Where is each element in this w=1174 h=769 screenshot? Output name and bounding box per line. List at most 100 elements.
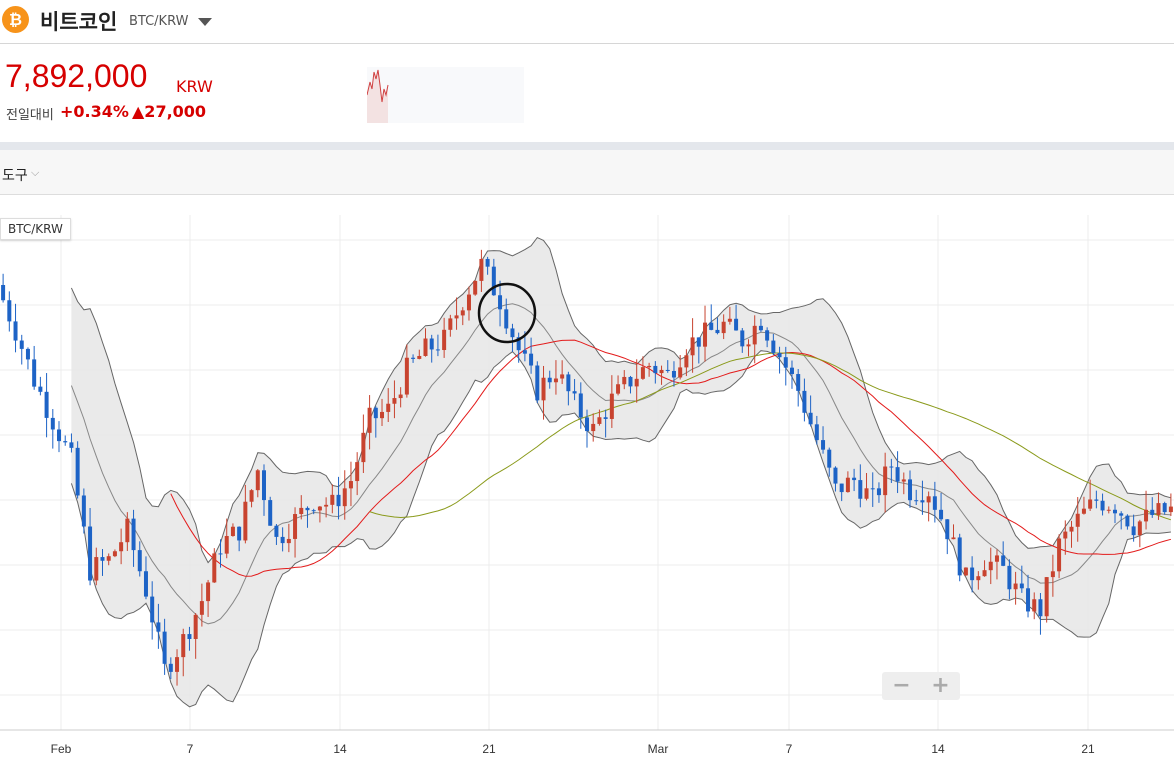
candle-body <box>286 538 291 544</box>
price-unit: KRW <box>176 77 213 96</box>
candle-body <box>261 470 266 501</box>
candle-body <box>1100 500 1105 511</box>
candle-body <box>1069 526 1074 532</box>
candle-body <box>883 466 888 496</box>
candle-body <box>206 582 211 602</box>
candle-body <box>429 338 434 350</box>
x-tick-label: 21 <box>1081 742 1095 756</box>
candle-body <box>50 417 55 430</box>
candle-body <box>852 477 857 481</box>
header: ₿ 비트코인 BTC/KRW <box>0 0 1174 44</box>
candle-body <box>1125 515 1130 527</box>
candle-body <box>1032 599 1037 612</box>
candle-body <box>435 349 440 351</box>
candle-body <box>1168 506 1173 513</box>
candle-body <box>920 500 925 503</box>
bollinger-middle <box>70 303 1171 625</box>
candle-body <box>789 367 794 375</box>
candle-body <box>529 353 534 366</box>
candle-body <box>1150 509 1155 515</box>
zoom-control: − + <box>882 672 960 700</box>
candle-body <box>808 412 813 425</box>
pair-label[interactable]: BTC/KRW <box>129 14 189 29</box>
candle-body <box>659 369 664 374</box>
candle-body <box>317 506 322 511</box>
candle-body <box>684 355 689 368</box>
candle-body <box>988 561 993 571</box>
bitcoin-icon: ₿ <box>2 6 29 33</box>
candle-body <box>734 318 739 331</box>
candle-body <box>758 325 763 331</box>
candle-body <box>908 479 913 501</box>
dropdown-caret-icon[interactable] <box>198 18 212 26</box>
candle-body <box>181 634 186 658</box>
candle-body <box>895 467 900 482</box>
moving-average-short <box>170 339 1172 577</box>
candle-body <box>1057 538 1062 572</box>
candle-body <box>280 536 285 544</box>
candle-body <box>75 447 80 496</box>
candle-body <box>88 526 93 581</box>
candle-body <box>336 494 341 507</box>
candle-body <box>392 398 397 404</box>
candle-body <box>771 340 776 354</box>
candle-body <box>566 374 571 392</box>
candle-body <box>1001 555 1006 566</box>
candle-body <box>932 496 937 510</box>
bollinger-upper <box>70 236 1172 564</box>
change-percent: +0.34% <box>60 102 129 121</box>
candle-body <box>671 370 676 378</box>
candle-body <box>187 634 192 639</box>
x-tick-label: 7 <box>786 742 793 756</box>
candle-body <box>479 258 484 281</box>
tools-menu[interactable]: 도구 <box>2 168 28 184</box>
candle-body <box>230 526 235 536</box>
candle-body <box>32 359 37 387</box>
candle-body <box>162 631 167 664</box>
candle-body <box>293 514 298 539</box>
chevron-down-icon[interactable]: ⌵ <box>31 166 40 179</box>
x-tick-label: Feb <box>51 742 72 756</box>
candle-body <box>268 500 273 526</box>
candle-body <box>1088 499 1093 509</box>
bollinger-band-fill <box>71 237 1171 707</box>
candle-body <box>994 555 999 562</box>
candle-body <box>1112 509 1117 514</box>
candle-body <box>1019 583 1024 589</box>
candle-body <box>442 329 447 351</box>
candle-body <box>199 601 204 615</box>
symbol-label: BTC/KRW <box>0 218 71 240</box>
candle-body <box>690 337 695 356</box>
candle-body <box>939 509 944 520</box>
zoom-out-button[interactable]: − <box>892 673 911 698</box>
candle-body <box>970 567 975 581</box>
x-tick-label: Mar <box>648 742 669 756</box>
candle-body <box>305 507 310 511</box>
candle-body <box>827 449 832 468</box>
candle-body <box>112 551 117 557</box>
mini-sparkline <box>366 67 524 123</box>
candle-body <box>224 535 229 554</box>
candle-body <box>81 495 86 527</box>
candle-body <box>311 510 316 512</box>
candle-body <box>603 417 608 419</box>
candle-body <box>417 355 422 359</box>
candle-body <box>982 570 987 577</box>
candle-body <box>13 321 18 341</box>
zoom-in-button[interactable]: + <box>931 673 950 698</box>
candle-body <box>926 496 931 503</box>
candle-body <box>876 488 881 496</box>
candle-body <box>709 322 714 330</box>
candle-body <box>218 553 223 555</box>
price-chart[interactable]: Feb 7 14 21 Mar 7 14 21 <box>0 195 1174 769</box>
candle-body <box>535 365 540 401</box>
candle-body <box>628 376 633 387</box>
candle-body <box>386 403 391 412</box>
candle-body <box>38 386 43 392</box>
annotation-circle <box>477 282 537 344</box>
candle-body <box>7 300 12 322</box>
candle-body <box>1081 508 1086 514</box>
divider <box>0 142 1174 150</box>
candle-body <box>44 391 49 418</box>
candle-body <box>901 479 906 482</box>
